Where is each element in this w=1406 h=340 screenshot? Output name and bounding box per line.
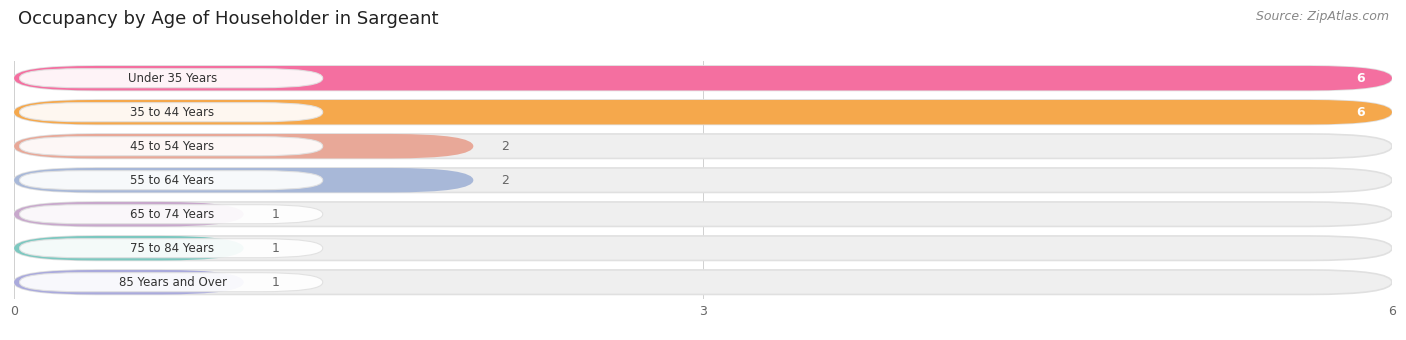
FancyBboxPatch shape bbox=[14, 134, 1392, 158]
FancyBboxPatch shape bbox=[20, 273, 323, 292]
Text: 1: 1 bbox=[271, 276, 280, 289]
Text: 45 to 54 Years: 45 to 54 Years bbox=[131, 140, 215, 153]
FancyBboxPatch shape bbox=[14, 236, 1392, 260]
FancyBboxPatch shape bbox=[14, 168, 474, 192]
FancyBboxPatch shape bbox=[14, 202, 1392, 226]
FancyBboxPatch shape bbox=[14, 134, 474, 158]
Text: 6: 6 bbox=[1355, 106, 1364, 119]
FancyBboxPatch shape bbox=[20, 137, 323, 156]
Text: Source: ZipAtlas.com: Source: ZipAtlas.com bbox=[1256, 10, 1389, 23]
Text: 75 to 84 Years: 75 to 84 Years bbox=[131, 242, 215, 255]
FancyBboxPatch shape bbox=[14, 168, 1392, 192]
Text: 2: 2 bbox=[501, 140, 509, 153]
FancyBboxPatch shape bbox=[14, 236, 243, 260]
Text: 65 to 74 Years: 65 to 74 Years bbox=[131, 208, 215, 221]
FancyBboxPatch shape bbox=[14, 270, 1392, 294]
Text: Occupancy by Age of Householder in Sargeant: Occupancy by Age of Householder in Sarge… bbox=[18, 10, 439, 28]
FancyBboxPatch shape bbox=[14, 100, 1392, 124]
FancyBboxPatch shape bbox=[20, 69, 323, 88]
FancyBboxPatch shape bbox=[14, 270, 243, 294]
Text: Under 35 Years: Under 35 Years bbox=[128, 72, 217, 85]
FancyBboxPatch shape bbox=[14, 100, 1392, 124]
Text: 55 to 64 Years: 55 to 64 Years bbox=[131, 174, 215, 187]
FancyBboxPatch shape bbox=[20, 103, 323, 122]
FancyBboxPatch shape bbox=[14, 66, 1392, 90]
FancyBboxPatch shape bbox=[20, 205, 323, 224]
FancyBboxPatch shape bbox=[14, 202, 243, 226]
Text: 85 Years and Over: 85 Years and Over bbox=[118, 276, 226, 289]
Text: 6: 6 bbox=[1355, 72, 1364, 85]
Text: 1: 1 bbox=[271, 208, 280, 221]
FancyBboxPatch shape bbox=[20, 171, 323, 190]
Text: 1: 1 bbox=[271, 242, 280, 255]
FancyBboxPatch shape bbox=[14, 66, 1392, 90]
Text: 2: 2 bbox=[501, 174, 509, 187]
Text: 35 to 44 Years: 35 to 44 Years bbox=[131, 106, 215, 119]
FancyBboxPatch shape bbox=[20, 239, 323, 258]
